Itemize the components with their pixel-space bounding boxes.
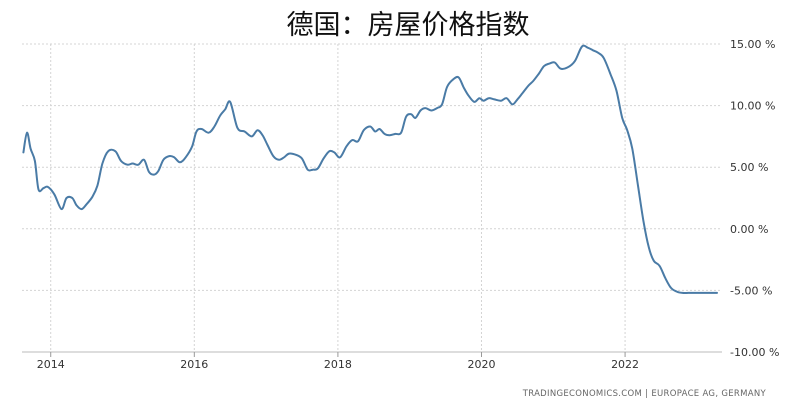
y-axis: 15.00 % 10.00 % 5.00 % 0.00 % -5.00 % -10.00 … <box>730 38 779 359</box>
x-axis: 2014 2016 2018 2020 2022 <box>37 352 639 371</box>
y-tick-label: 5.00 % <box>730 161 768 174</box>
y-tick-label: 0.00 % <box>730 223 768 236</box>
chart-title: 德国：房屋价格指数 <box>287 10 530 41</box>
x-tick-label: 2022 <box>611 358 639 371</box>
x-tick-label: 2020 <box>467 358 495 371</box>
series-group <box>22 44 718 294</box>
y-tick-label: -5.00 % <box>730 284 772 297</box>
series-line <box>22 44 718 294</box>
x-tick-label: 2016 <box>180 358 208 371</box>
y-tick-label: 10.00 % <box>730 100 775 113</box>
x-tick-label: 2018 <box>324 358 352 371</box>
source-credit: TRADINGECONOMICS.COM | EUROPACE AG, GERM… <box>522 389 767 399</box>
y-tick-label: 15.00 % <box>730 38 775 51</box>
x-tick-label: 2014 <box>37 358 65 371</box>
y-tick-label: -10.00 % <box>730 346 779 359</box>
